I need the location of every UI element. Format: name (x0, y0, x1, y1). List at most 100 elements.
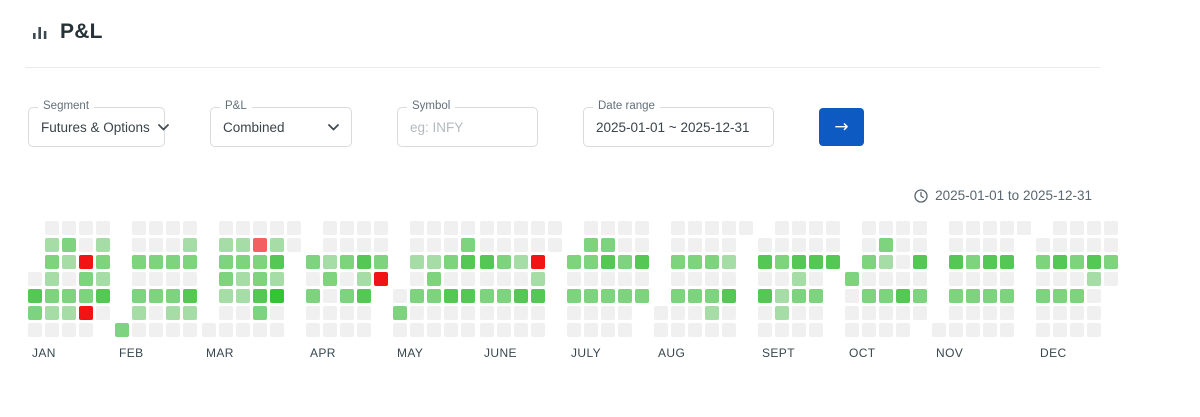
day-cell[interactable] (427, 238, 441, 252)
day-cell[interactable] (79, 238, 93, 252)
day-cell[interactable] (688, 323, 702, 337)
day-cell[interactable] (845, 289, 859, 303)
day-cell[interactable] (28, 323, 42, 337)
day-cell[interactable] (444, 255, 458, 269)
day-cell[interactable] (758, 238, 772, 252)
day-cell[interactable] (236, 272, 250, 286)
day-cell[interactable] (949, 238, 963, 252)
day-cell[interactable] (444, 289, 458, 303)
day-cell[interactable] (410, 306, 424, 320)
day-cell[interactable] (913, 221, 927, 235)
day-cell[interactable] (879, 221, 893, 235)
day-cell[interactable] (1000, 238, 1014, 252)
day-cell[interactable] (497, 255, 511, 269)
day-cell[interactable] (357, 221, 371, 235)
day-cell[interactable] (270, 289, 284, 303)
day-cell[interactable] (896, 289, 910, 303)
day-cell[interactable] (548, 238, 562, 252)
day-cell[interactable] (1053, 306, 1067, 320)
day-cell[interactable] (601, 221, 615, 235)
day-cell[interactable] (949, 255, 963, 269)
day-cell[interactable] (705, 238, 719, 252)
day-cell[interactable] (671, 272, 685, 286)
day-cell[interactable] (149, 306, 163, 320)
day-cell[interactable] (531, 255, 545, 269)
day-cell[interactable] (654, 323, 668, 337)
day-cell[interactable] (166, 306, 180, 320)
day-cell[interactable] (461, 306, 475, 320)
day-cell[interactable] (393, 306, 407, 320)
day-cell[interactable] (809, 289, 823, 303)
day-cell[interactable] (531, 238, 545, 252)
day-cell[interactable] (688, 221, 702, 235)
day-cell[interactable] (444, 306, 458, 320)
day-cell[interactable] (45, 272, 59, 286)
day-cell[interactable] (705, 255, 719, 269)
day-cell[interactable] (601, 306, 615, 320)
day-cell[interactable] (896, 255, 910, 269)
day-cell[interactable] (1053, 238, 1067, 252)
day-cell[interactable] (166, 323, 180, 337)
day-cell[interactable] (758, 255, 772, 269)
day-cell[interactable] (705, 221, 719, 235)
day-cell[interactable] (671, 255, 685, 269)
day-cell[interactable] (826, 238, 840, 252)
day-cell[interactable] (340, 306, 354, 320)
day-cell[interactable] (410, 238, 424, 252)
day-cell[interactable] (792, 272, 806, 286)
day-cell[interactable] (983, 272, 997, 286)
day-cell[interactable] (896, 272, 910, 286)
day-cell[interactable] (584, 238, 598, 252)
day-cell[interactable] (340, 238, 354, 252)
day-cell[interactable] (132, 272, 146, 286)
day-cell[interactable] (548, 221, 562, 235)
day-cell[interactable] (896, 306, 910, 320)
day-cell[interactable] (236, 323, 250, 337)
day-cell[interactable] (809, 221, 823, 235)
day-cell[interactable] (323, 221, 337, 235)
day-cell[interactable] (62, 289, 76, 303)
day-cell[interactable] (896, 238, 910, 252)
day-cell[interactable] (427, 323, 441, 337)
day-cell[interactable] (374, 221, 388, 235)
day-cell[interactable] (584, 306, 598, 320)
day-cell[interactable] (792, 255, 806, 269)
submit-button[interactable]: → (819, 108, 864, 146)
day-cell[interactable] (183, 323, 197, 337)
day-cell[interactable] (1036, 289, 1050, 303)
day-cell[interactable] (253, 306, 267, 320)
day-cell[interactable] (219, 323, 233, 337)
day-cell[interactable] (671, 289, 685, 303)
day-cell[interactable] (444, 221, 458, 235)
day-cell[interactable] (393, 323, 407, 337)
day-cell[interactable] (913, 272, 927, 286)
day-cell[interactable] (879, 238, 893, 252)
day-cell[interactable] (461, 221, 475, 235)
day-cell[interactable] (514, 323, 528, 337)
day-cell[interactable] (480, 289, 494, 303)
day-cell[interactable] (323, 238, 337, 252)
day-cell[interactable] (1053, 255, 1067, 269)
pnl-select[interactable]: P&L Combined (210, 100, 352, 147)
day-cell[interactable] (497, 221, 511, 235)
day-cell[interactable] (497, 238, 511, 252)
day-cell[interactable] (62, 221, 76, 235)
day-cell[interactable] (166, 272, 180, 286)
day-cell[interactable] (1000, 289, 1014, 303)
day-cell[interactable] (635, 238, 649, 252)
day-cell[interactable] (357, 255, 371, 269)
day-cell[interactable] (62, 323, 76, 337)
day-cell[interactable] (480, 272, 494, 286)
day-cell[interactable] (323, 306, 337, 320)
day-cell[interactable] (966, 306, 980, 320)
day-cell[interactable] (618, 238, 632, 252)
day-cell[interactable] (270, 221, 284, 235)
day-cell[interactable] (1104, 255, 1118, 269)
day-cell[interactable] (879, 306, 893, 320)
day-cell[interactable] (1070, 289, 1084, 303)
day-cell[interactable] (62, 306, 76, 320)
day-cell[interactable] (792, 289, 806, 303)
day-cell[interactable] (932, 323, 946, 337)
day-cell[interactable] (567, 272, 581, 286)
day-cell[interactable] (410, 221, 424, 235)
